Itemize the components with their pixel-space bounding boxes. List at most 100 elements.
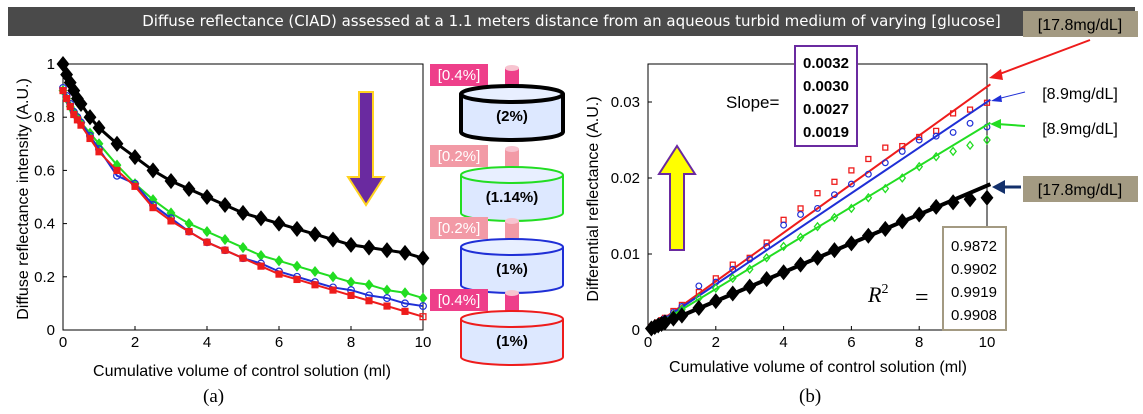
data-point-black xyxy=(290,220,304,237)
small-cylinder xyxy=(505,68,519,88)
data-point-blue xyxy=(814,204,821,212)
data-point-black xyxy=(895,213,909,230)
x-tick-label-a: 2 xyxy=(131,334,139,351)
data-point-red xyxy=(933,127,940,135)
data-point-black xyxy=(83,109,97,126)
data-point-red xyxy=(419,313,427,321)
slope-value: 0.0032 xyxy=(803,55,849,72)
data-point-black xyxy=(308,226,322,243)
annotation-arrow-green xyxy=(996,123,1026,127)
small-cylinder-top xyxy=(505,218,519,224)
small-cylinder-top xyxy=(505,290,519,296)
data-point-green xyxy=(966,140,974,151)
data-point-red xyxy=(221,246,229,254)
data-point-red xyxy=(113,166,121,174)
data-point-black xyxy=(254,210,268,227)
data-point-black xyxy=(326,231,340,248)
data-point-black xyxy=(726,285,740,302)
y-axis-label-b: Differential reflectance (A.U.) xyxy=(585,96,602,301)
data-point-black xyxy=(929,198,943,215)
data-point-red xyxy=(257,262,265,270)
annotation-green: [8.9mg/dL] xyxy=(1042,121,1118,138)
container-rim xyxy=(460,310,564,328)
data-point-green xyxy=(328,271,338,283)
annotation-arrowhead-red xyxy=(989,69,1003,80)
data-point-red xyxy=(383,302,391,310)
data-point-blue xyxy=(864,170,872,178)
panel-b-plot: 0 2 4 6 8 10 0 0.01 0.02 0.03 Cumulative volume of… xyxy=(585,11,1138,376)
data-point-black xyxy=(980,189,994,206)
container-rim xyxy=(459,84,565,104)
container-rim xyxy=(460,166,564,184)
annotation-blue: [8.9mg/dL] xyxy=(1042,86,1118,103)
data-point-blue xyxy=(780,221,788,229)
data-point-green xyxy=(184,218,194,230)
container-0: [0.4%] (2%) xyxy=(430,64,565,142)
container-top-label-bg xyxy=(430,64,488,86)
data-point-green xyxy=(779,241,788,252)
data-point-blue xyxy=(932,132,940,140)
data-point-green xyxy=(813,221,822,232)
slope-value: 0.0027 xyxy=(803,101,849,118)
container-body-label: (1%) xyxy=(496,261,528,278)
annotation-box-red xyxy=(1023,11,1138,37)
data-point-black xyxy=(692,299,706,317)
data-point-blue xyxy=(401,299,409,308)
data-point-green xyxy=(728,273,737,284)
data-point-black xyxy=(946,194,960,211)
data-point-red xyxy=(59,87,67,95)
r2-box xyxy=(942,226,1007,331)
slope-value: 0.0030 xyxy=(803,78,849,95)
data-point-blue xyxy=(746,255,754,263)
data-point-green xyxy=(949,146,957,157)
caption-b: (b) xyxy=(799,386,822,407)
data-point-red xyxy=(77,121,85,129)
caption-a: (a) xyxy=(203,386,225,407)
plot-area-a xyxy=(62,63,424,331)
x-tick-label-a: 4 xyxy=(203,334,211,351)
y-tick-label-a: 0.6 xyxy=(34,162,55,179)
x-tick-label-b: 10 xyxy=(979,334,996,351)
data-point-green xyxy=(864,192,873,203)
data-point-green xyxy=(220,234,230,246)
r2-value: 0.9902 xyxy=(951,261,997,278)
data-point-black xyxy=(74,95,88,112)
r2-value: 0.9919 xyxy=(951,284,997,301)
container-top-label: [0.4%] xyxy=(438,292,481,309)
data-point-red xyxy=(949,110,957,117)
fit-line-red xyxy=(647,83,991,331)
data-point-red xyxy=(797,205,804,212)
r2-base: R xyxy=(867,282,882,307)
y-tick-label-a: 0.8 xyxy=(34,109,55,126)
small-cylinder-top xyxy=(505,65,519,71)
data-point-black xyxy=(963,191,977,208)
panel-a-plot: 0 2 4 6 8 10 0 0.2 0.4 0.6 0.8 1 Cumulative volume o… xyxy=(15,55,432,380)
slope-value: 0.0019 xyxy=(803,124,849,141)
data-point-red xyxy=(329,286,337,294)
data-point-green xyxy=(256,249,266,262)
container-top-label: [0.4%] xyxy=(438,67,481,84)
container-top-label-bg xyxy=(430,145,488,167)
x-axis-label-b: Cumulative volume of control solution (m… xyxy=(669,359,967,376)
annotation-arrow-red xyxy=(996,39,1091,76)
data-point-blue xyxy=(383,294,391,303)
data-point-red xyxy=(311,281,319,289)
data-point-red xyxy=(185,228,193,236)
x-tick-label-b: 8 xyxy=(915,334,923,351)
small-cylinder xyxy=(505,221,519,241)
x-tick-label-a: 8 xyxy=(347,334,355,351)
y-tick-label-b: 0.01 xyxy=(611,246,640,263)
data-point-red xyxy=(86,134,94,143)
slope-box xyxy=(794,45,858,147)
data-point-black xyxy=(380,242,394,259)
x-tick-label-a: 10 xyxy=(415,334,432,351)
data-point-black xyxy=(236,204,250,222)
small-cylinder xyxy=(505,149,519,169)
data-point-black xyxy=(56,55,70,73)
data-point-green xyxy=(762,252,771,263)
data-point-black xyxy=(777,264,791,281)
data-point-red xyxy=(149,204,157,212)
r2-value: 0.9872 xyxy=(951,238,997,255)
data-point-green xyxy=(418,292,428,304)
r2-value: 0.9908 xyxy=(951,307,997,324)
